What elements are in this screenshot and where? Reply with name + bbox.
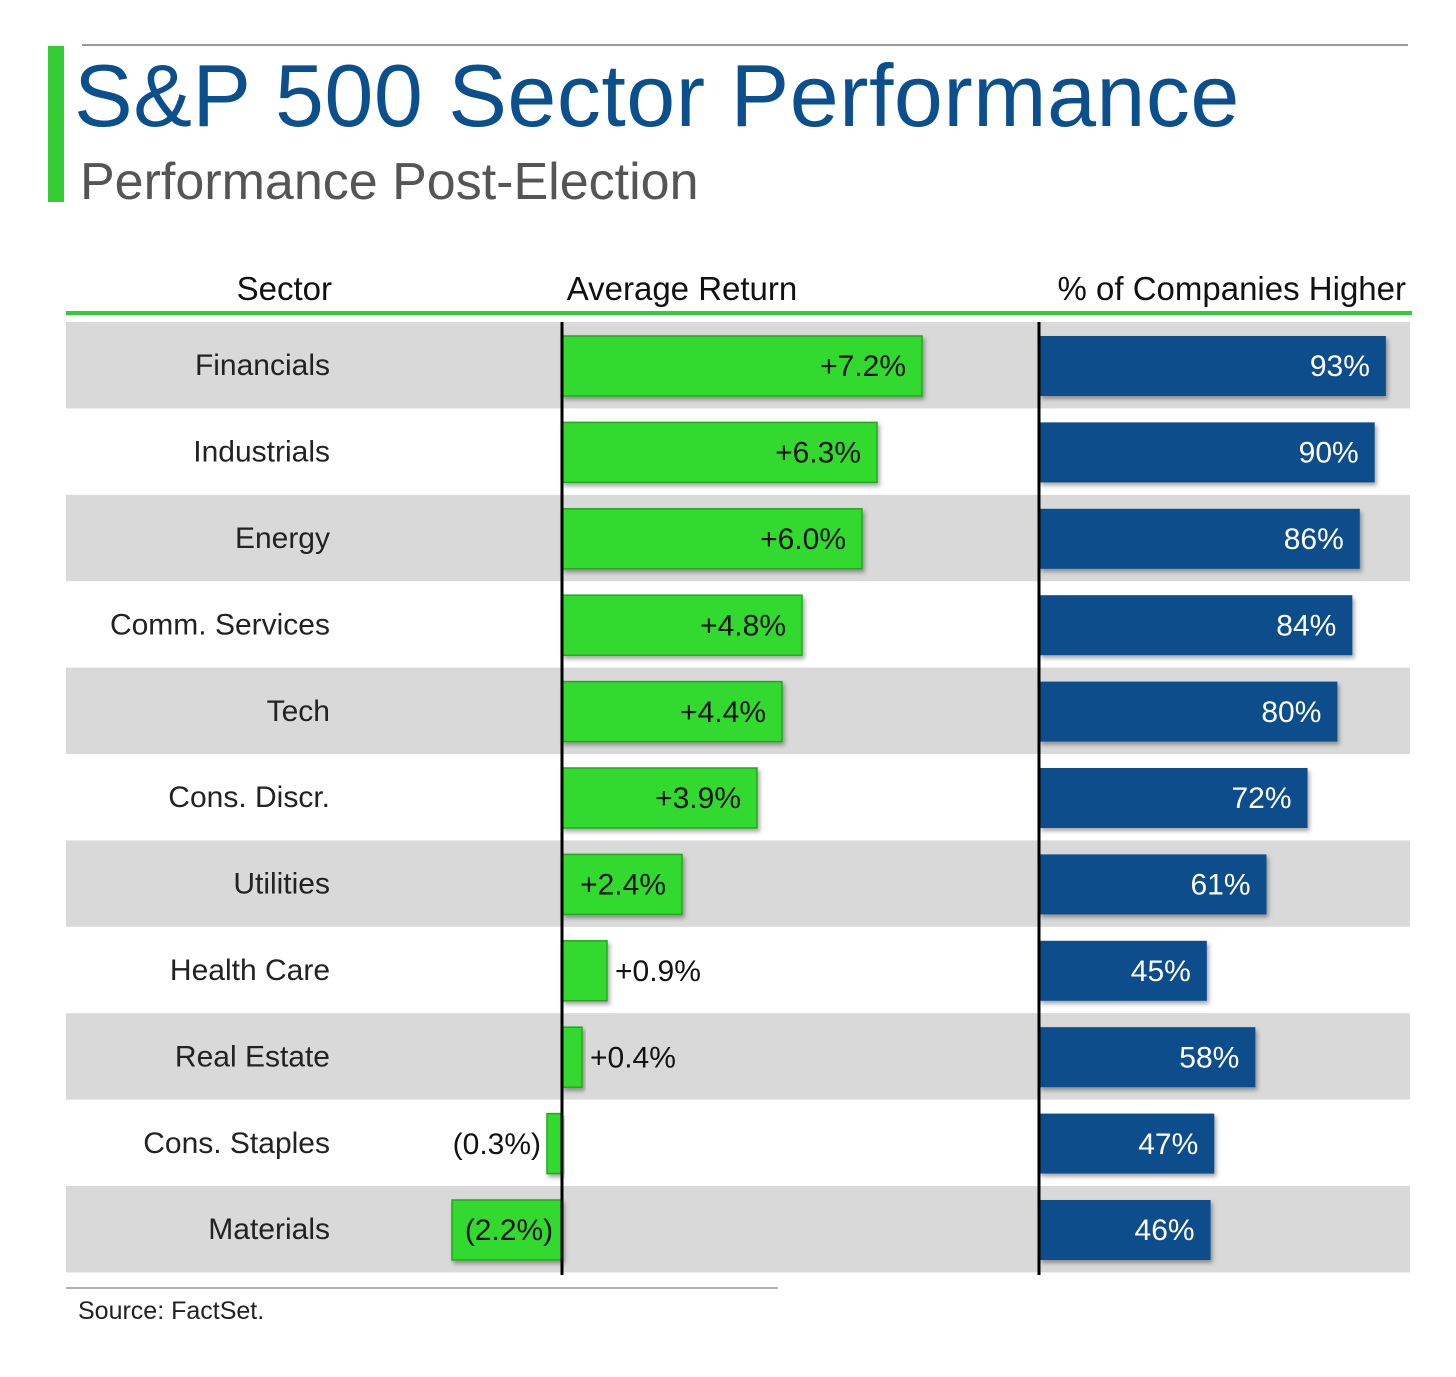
source-note: Source: FactSet. xyxy=(78,1297,265,1325)
return-bar xyxy=(561,853,683,916)
return-value-label: +2.4% xyxy=(580,869,666,902)
pct-higher-bar xyxy=(1039,508,1360,569)
return-value-label: +0.9% xyxy=(615,955,701,988)
return-value-label: +6.3% xyxy=(775,437,861,470)
pct-higher-value-label: 45% xyxy=(1131,955,1191,988)
return-value-label: (0.3%) xyxy=(453,1128,541,1161)
pct-higher-value-label: 80% xyxy=(1261,696,1321,729)
pct-higher-value-label: 47% xyxy=(1138,1128,1198,1161)
sector-label: Comm. Services xyxy=(110,608,330,641)
sector-label: Health Care xyxy=(170,954,330,987)
pct-higher-value-label: 61% xyxy=(1190,869,1250,902)
return-value-label: +3.9% xyxy=(655,782,741,815)
pct-higher-value-label: 84% xyxy=(1276,609,1336,642)
return-value-label: +4.8% xyxy=(700,609,786,642)
chart-title: S&P 500 Sector Performance xyxy=(74,46,1240,145)
pct-higher-bar xyxy=(1039,768,1308,828)
column-header-average-return: Average Return xyxy=(567,270,798,307)
pct-higher-bar xyxy=(1039,1027,1256,1088)
pct-higher-bar xyxy=(1039,422,1375,483)
pct-higher-value-label: 58% xyxy=(1179,1041,1239,1074)
pct-higher-bar xyxy=(1039,854,1267,915)
column-header-sector: Sector xyxy=(237,270,332,307)
pct-higher-bar xyxy=(1039,336,1386,396)
return-value-label: (2.2%) xyxy=(465,1214,553,1247)
return-value-label: +0.4% xyxy=(590,1041,676,1074)
sector-label: Financials xyxy=(195,349,330,382)
return-bar xyxy=(561,1026,583,1088)
sector-label: Tech xyxy=(267,695,330,728)
pct-higher-value-label: 46% xyxy=(1135,1214,1195,1247)
pct-higher-value-label: 72% xyxy=(1232,782,1292,815)
sector-label: Materials xyxy=(208,1213,330,1246)
sector-label: Industrials xyxy=(193,436,330,469)
chart-subtitle: Performance Post-Election xyxy=(80,153,699,211)
pct-higher-bar xyxy=(1039,1113,1215,1174)
return-value-label: +6.0% xyxy=(760,523,846,556)
title-accent-bar xyxy=(48,46,64,202)
return-value-label: +7.2% xyxy=(820,350,906,383)
header-rule xyxy=(66,311,1412,315)
pct-higher-bar xyxy=(1039,940,1207,1001)
return-bar xyxy=(546,1112,563,1175)
return-bar xyxy=(561,594,803,656)
return-bar xyxy=(561,767,758,829)
return-value-label: +4.4% xyxy=(680,696,766,729)
sector-label: Energy xyxy=(235,522,330,555)
pct-higher-bar xyxy=(1039,681,1338,742)
pct-higher-value-label: 90% xyxy=(1299,437,1359,470)
return-bar xyxy=(561,680,783,743)
sector-label: Utilities xyxy=(233,868,330,901)
sector-label: Cons. Staples xyxy=(143,1127,330,1160)
sector-label: Real Estate xyxy=(175,1040,330,1073)
pct-higher-bar xyxy=(1039,595,1353,656)
return-bar xyxy=(451,1199,563,1261)
sector-label: Cons. Discr. xyxy=(168,781,330,814)
return-bar xyxy=(561,940,608,1002)
pct-higher-bar xyxy=(1039,1200,1211,1260)
return-bar xyxy=(561,508,863,570)
column-header-pct-higher: % of Companies Higher xyxy=(1058,270,1407,307)
pct-higher-value-label: 93% xyxy=(1310,350,1370,383)
pct-higher-value-label: 86% xyxy=(1284,523,1344,556)
top-rule xyxy=(82,44,1408,46)
return-bar xyxy=(561,335,923,397)
